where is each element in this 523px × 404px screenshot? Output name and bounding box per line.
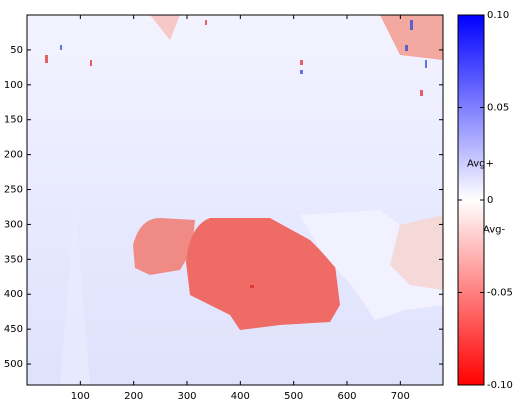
y-tick-label: 250	[4, 185, 23, 196]
x-tick-label: 500	[284, 391, 303, 400]
y-tick-label: 500	[4, 359, 23, 370]
x-tick-label: 700	[391, 391, 410, 400]
colorbar-tick-label: -0.10	[487, 380, 513, 391]
y-tick-label: 350	[4, 254, 23, 265]
heatmap-image	[27, 15, 443, 385]
y-tick-label: 100	[4, 80, 23, 91]
colorbar-tick-label: 0.10	[487, 10, 509, 21]
y-tick-label: 300	[4, 219, 23, 230]
colorbar-annotation: Avg-	[483, 225, 506, 236]
y-tick-label: 400	[4, 289, 23, 300]
x-tick-label: 100	[71, 391, 90, 400]
y-tick-label: 450	[4, 324, 23, 335]
x-tick-label: 400	[231, 391, 250, 400]
chart: 100 200 300 400 500 600 700 50 100 150 200 250 300 35…	[0, 0, 523, 400]
y-tick-label: 200	[4, 150, 23, 161]
x-tick-label: 600	[337, 391, 356, 400]
x-tick-label: 200	[124, 391, 143, 400]
colorbar-tick-label: 0.05	[487, 103, 509, 114]
y-tick-label: 150	[4, 115, 23, 126]
x-tick-label: 300	[177, 391, 196, 400]
colorbar-annotation: Avg+	[467, 159, 494, 170]
colorbar-tick-label: 0	[487, 195, 493, 206]
colorbar-tick-label: -0.05	[487, 288, 513, 299]
y-tick-label: 50	[10, 45, 23, 56]
